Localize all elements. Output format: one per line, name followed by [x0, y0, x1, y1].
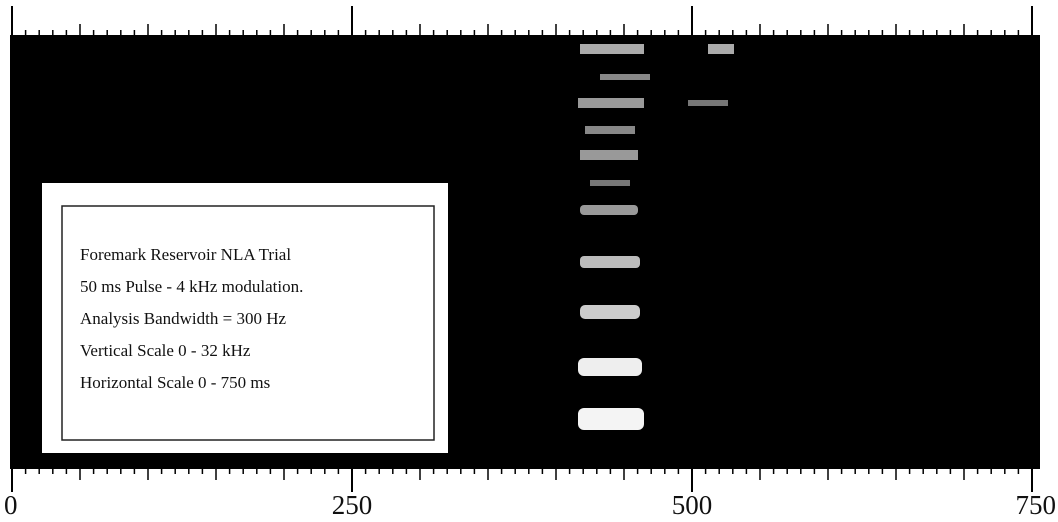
spectral-streaks — [578, 44, 734, 430]
legend-border — [61, 205, 435, 441]
spectral-streak — [580, 150, 638, 160]
x-tick-label: 750 — [1016, 490, 1057, 520]
x-tick-label: 500 — [672, 490, 713, 520]
spectral-streak — [688, 100, 728, 106]
spectral-streak — [578, 358, 642, 376]
spectral-streak — [580, 205, 638, 215]
spectral-streak — [708, 44, 734, 54]
annotation: Foremark Reservoir NLA Trial — [80, 245, 291, 264]
annotation: Horizontal Scale 0 - 750 ms — [80, 373, 270, 392]
annotation: 50 ms Pulse - 4 kHz modulation. — [80, 277, 303, 296]
x-tick-label: 250 — [332, 490, 373, 520]
spectral-streak — [578, 98, 644, 108]
x-tick-label: 0 — [4, 490, 18, 520]
annotation: Vertical Scale 0 - 32 kHz — [80, 341, 251, 360]
annotation: Analysis Bandwidth = 300 Hz — [80, 309, 286, 328]
spectral-streak — [578, 408, 644, 430]
spectral-streak — [580, 256, 640, 268]
spectral-streak — [585, 126, 635, 134]
spectral-streak — [590, 180, 630, 186]
legend-box — [42, 183, 448, 453]
spectral-streak — [580, 44, 644, 54]
spectral-streak — [580, 305, 640, 319]
spectral-streak — [600, 74, 650, 80]
